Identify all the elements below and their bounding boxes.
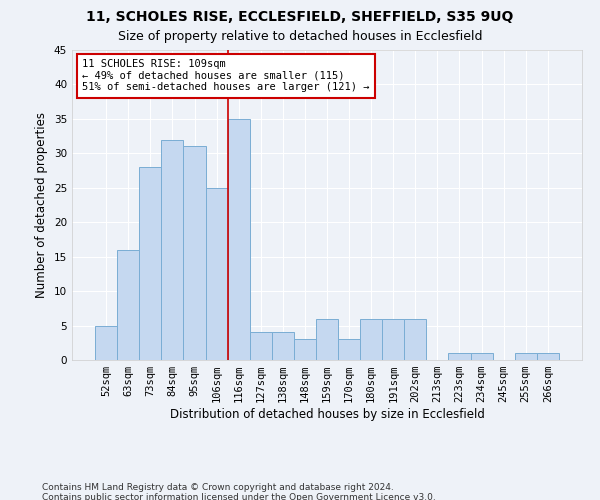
Bar — [360, 318, 382, 360]
Bar — [272, 332, 294, 360]
Bar — [139, 167, 161, 360]
Y-axis label: Number of detached properties: Number of detached properties — [35, 112, 49, 298]
Bar — [537, 353, 559, 360]
Bar — [161, 140, 184, 360]
Text: 11, SCHOLES RISE, ECCLESFIELD, SHEFFIELD, S35 9UQ: 11, SCHOLES RISE, ECCLESFIELD, SHEFFIELD… — [86, 10, 514, 24]
Bar — [250, 332, 272, 360]
Bar — [294, 340, 316, 360]
Bar — [184, 146, 206, 360]
Bar — [338, 340, 360, 360]
Bar — [227, 119, 250, 360]
Text: 11 SCHOLES RISE: 109sqm
← 49% of detached houses are smaller (115)
51% of semi-d: 11 SCHOLES RISE: 109sqm ← 49% of detache… — [82, 60, 370, 92]
Bar — [117, 250, 139, 360]
Text: Size of property relative to detached houses in Ecclesfield: Size of property relative to detached ho… — [118, 30, 482, 43]
Text: Contains public sector information licensed under the Open Government Licence v3: Contains public sector information licen… — [42, 492, 436, 500]
Bar — [448, 353, 470, 360]
Bar — [95, 326, 117, 360]
Bar — [515, 353, 537, 360]
Bar — [470, 353, 493, 360]
Bar — [316, 318, 338, 360]
Bar — [206, 188, 227, 360]
Text: Contains HM Land Registry data © Crown copyright and database right 2024.: Contains HM Land Registry data © Crown c… — [42, 482, 394, 492]
X-axis label: Distribution of detached houses by size in Ecclesfield: Distribution of detached houses by size … — [170, 408, 484, 421]
Bar — [404, 318, 427, 360]
Bar — [382, 318, 404, 360]
